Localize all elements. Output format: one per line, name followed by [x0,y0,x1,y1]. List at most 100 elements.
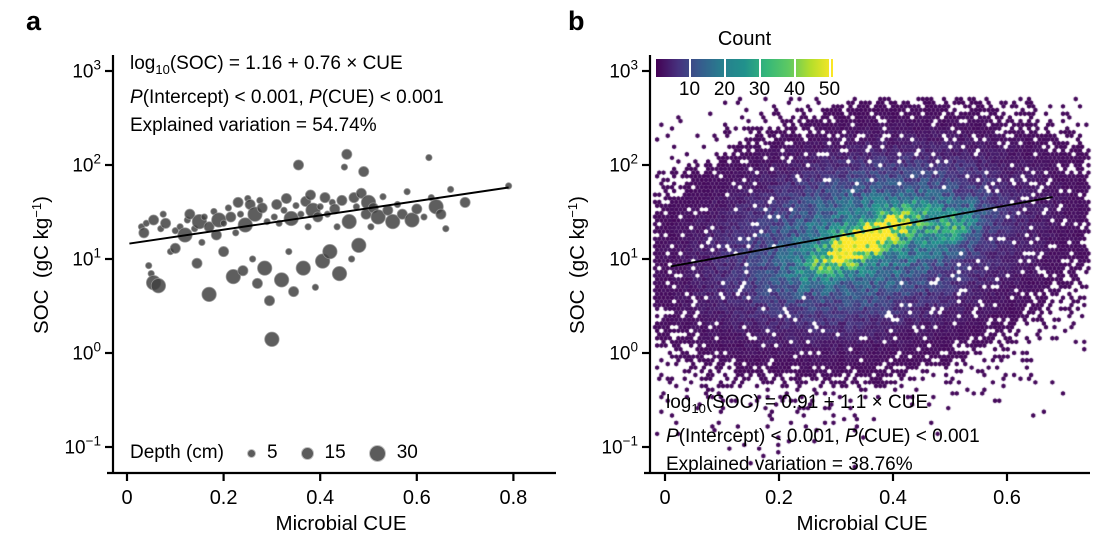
panel-b-axis-lines [644,55,1090,475]
scatter-point [280,192,292,205]
scatter-point [379,193,387,201]
scatter-point [150,278,167,294]
panel-a-x-axis-label: Microbial CUE [275,512,407,535]
scatter-point [351,237,367,253]
colorbar-tick-mark [724,59,726,77]
panel-b-x-tick-label: 0.4 [879,487,907,509]
scatter-point [236,210,245,218]
panel-b-equation: log10(SOC) = 0.91 + 1.1 × CUE [666,392,929,416]
scatter-point [304,223,312,231]
scatter-point [459,196,471,208]
scatter-point [292,159,305,171]
scatter-point [232,196,244,208]
depth-dot-30-icon [369,445,385,461]
scatter-point [219,219,228,227]
colorbar-tick-mark [829,59,831,77]
panel-b-pvalues: P(Intercept) < 0.001, P(CUE) < 0.001 [666,426,980,447]
scatter-point [184,208,196,220]
panel-b-y-tick-label: 103 [609,58,638,83]
scatter-point [336,194,348,206]
panel-b-y-tick-label: 100 [609,340,638,365]
panel-a-x-tick-label: 0.4 [306,487,334,509]
scatter-point [442,225,450,233]
panel-a-x-tick-label: 0.2 [210,487,238,509]
scatter-point [385,213,401,230]
panel-b-regression-line [670,196,1053,268]
scatter-point [159,210,167,218]
scatter-point [148,214,160,226]
scatter-point [200,213,208,221]
scatter-point [311,283,320,291]
scatter-point [257,260,273,276]
scatter-point [224,204,233,212]
scatter-point [367,223,375,231]
scatter-point [292,201,300,210]
panel-b-y-tick-label: 101 [609,246,638,271]
colorbar-tick-mark [759,59,761,77]
scatter-point [435,208,447,220]
panel-a-y-tick-label: 102 [72,152,101,177]
scatter-point [331,265,348,282]
scatter-point [322,243,338,260]
scatter-point [425,153,433,162]
scatter-point [319,192,331,204]
depth-legend-title: Depth (cm) [130,442,224,463]
depth-label-15: 15 [324,442,346,463]
scatter-point [288,286,300,298]
scatter-point [370,209,386,225]
colorbar [656,59,833,77]
scatter-point [333,223,341,231]
scatter-point [285,247,293,256]
scatter-point [201,286,217,303]
scatter-point [237,265,249,277]
scatter-point [251,277,263,289]
panel-a-regression-line [129,186,509,245]
panel-b-x-tick-label: 0.2 [765,487,793,509]
panel-a-y-tick-label: 101 [72,246,101,271]
colorbar-tick-label: 20 [713,79,736,100]
panel-a-y-tick-label: 100 [72,340,101,365]
scatter-point [316,203,324,211]
scatter-point [232,229,240,237]
colorbar-tick-mark [794,59,796,77]
scatter-point [295,260,311,276]
scatter-point [297,210,305,218]
scatter-point [403,188,411,196]
colorbar-tick-labels: 10 20 30 40 50 [672,79,847,101]
depth-label-30: 30 [396,442,418,463]
panel-b-y-axis-label: SOC (gC kg−1) [565,196,589,334]
scatter-point [225,268,241,285]
panel-a-y-tick-label: 10−1 [64,434,101,459]
panel-b-stats: log10(SOC) = 0.91 + 1.1 × CUE P(Intercep… [666,389,980,479]
colorbar-tick-label: 50 [818,79,841,100]
depth-label-5: 5 [266,442,278,463]
scatter-point [138,227,150,239]
panel-a-pvalues: P(Intercept) < 0.001, P(CUE) < 0.001 [130,87,444,108]
panel-a-explained-variation: Explained variation = 54.74% [130,115,377,136]
scatter-point [198,238,206,247]
scatter-point [347,255,356,263]
scatter-point [264,331,280,347]
scatter-point [280,206,288,214]
panel-a-stats: log10(SOC) = 1.16 + 0.76 × CUE P(Interce… [130,50,444,140]
panel-a-y-tick-label: 103 [72,58,101,83]
scatter-point [446,185,455,194]
depth-dot-15-icon [301,447,313,459]
colorbar-tick-label: 40 [783,79,806,100]
scatter-point [420,213,428,221]
colorbar-tick-mark [689,59,691,77]
panel-b-y-tick-label: 10−1 [601,434,638,459]
scatter-point [270,213,278,221]
scatter-point [341,148,353,160]
scatter-point [355,187,367,199]
scatter-point [169,242,181,254]
scatter-point [358,166,370,178]
depth-size-legend: Depth (cm) 5 15 30 [130,442,418,463]
panel-b-explained-variation: Explained variation = 38.76% [666,454,913,475]
scatter-point [341,213,357,230]
panel-b-y-tick-label: 102 [609,152,638,177]
panel-b-x-tick-label: 0.6 [993,487,1021,509]
scatter-point [225,211,237,223]
